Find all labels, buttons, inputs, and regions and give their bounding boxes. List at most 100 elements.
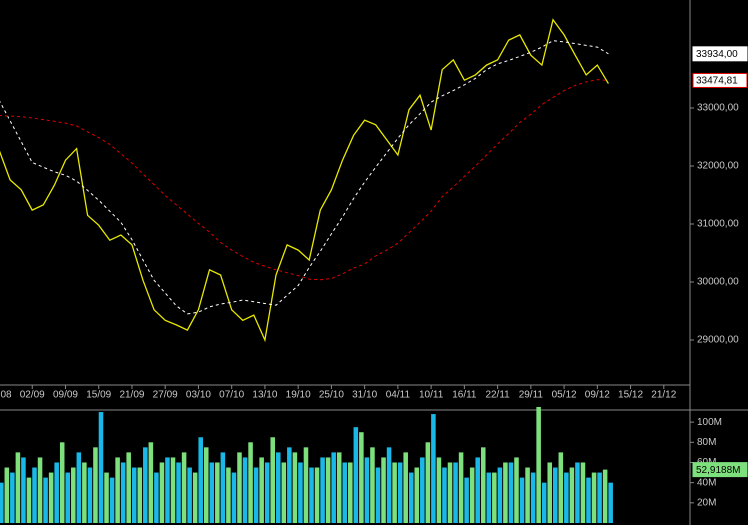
volume-bar — [353, 427, 359, 523]
volume-bar — [492, 472, 497, 523]
volume-bar — [370, 447, 375, 523]
volume-bar — [381, 457, 386, 523]
volume-bar — [281, 462, 287, 523]
volume-bar — [215, 462, 220, 523]
x-tick-label: 07/10 — [219, 390, 244, 401]
price-line — [0, 79, 609, 281]
y-tick-label: 31000,00 — [697, 219, 739, 230]
volume-bar — [575, 462, 580, 523]
volume-bar — [98, 412, 104, 523]
volume-bar — [159, 462, 165, 523]
volume-bar — [287, 447, 292, 523]
volume-bar — [248, 442, 253, 523]
volume-bar — [87, 467, 93, 523]
volume-bar — [15, 452, 21, 523]
volume-bar — [37, 457, 43, 523]
value-label: 33934,00 — [696, 49, 738, 60]
volume-bar — [514, 457, 519, 523]
y-tick-label: 100M — [697, 417, 722, 428]
volume-bar — [26, 477, 32, 523]
y-tick-label: 29000,00 — [697, 335, 739, 346]
volume-bar — [408, 472, 414, 523]
y-tick-label: 80M — [697, 437, 716, 448]
volume-bar — [480, 447, 486, 523]
volume-bar — [586, 477, 591, 523]
volume-bar — [292, 452, 298, 523]
x-tick-label: 16/11 — [452, 390, 477, 401]
volume-bar — [536, 407, 541, 523]
price-line — [0, 18, 609, 343]
volume-bar — [0, 482, 4, 523]
x-tick-label: 15/12 — [618, 390, 643, 401]
volume-bar — [314, 467, 320, 523]
volume-bar — [82, 462, 87, 523]
volume-bar — [414, 467, 420, 523]
volume-bar — [203, 447, 209, 523]
volume-bar — [276, 452, 281, 523]
volume-bar — [109, 477, 115, 523]
volume-bar — [4, 467, 10, 523]
marks — [0, 18, 694, 523]
volume-bar — [442, 467, 447, 523]
y-tick-label: 30000,00 — [697, 277, 739, 288]
volume-bar — [154, 472, 159, 523]
y-tick-label: 33000,00 — [697, 103, 739, 114]
volume-bar — [115, 457, 120, 523]
volume-bar — [43, 477, 48, 523]
volume-bar — [104, 472, 109, 523]
volume-bar — [176, 462, 181, 523]
volume-bar — [10, 472, 15, 523]
volume-bar — [608, 482, 613, 523]
value-label: 52,9188M — [696, 465, 740, 476]
volume-bar — [320, 457, 325, 523]
volume-bar — [348, 462, 353, 523]
volume-bar — [76, 452, 82, 523]
volume-bar — [270, 437, 275, 523]
labels: 08 02/09 09/09 15/09 21/09 27/09 03/10 07/10 13/… — [0, 46, 748, 508]
volume-bar — [259, 457, 264, 523]
x-tick-label: 31/10 — [352, 390, 377, 401]
volume-bar — [54, 462, 59, 523]
y-tick-label: 20M — [697, 497, 716, 508]
volume-bar — [148, 442, 154, 523]
x-tick-label: 04/11 — [386, 390, 411, 401]
volume-bar — [303, 447, 309, 523]
x-tick-label: 05/12 — [552, 390, 577, 401]
volume-bar — [580, 462, 586, 523]
volume-bar — [425, 442, 431, 523]
volume-bar — [464, 477, 469, 523]
x-tick-label: 10/11 — [419, 390, 444, 401]
volume-bar — [93, 447, 98, 523]
x-tick-label: 02/09 — [20, 390, 45, 401]
value-label-box — [692, 46, 748, 62]
volume-bar — [447, 462, 453, 523]
volume-bar — [309, 467, 314, 523]
volume-bar — [420, 457, 425, 523]
volume-bar — [602, 469, 608, 523]
volume-bar — [181, 452, 187, 523]
value-label: 33474,81 — [696, 76, 738, 87]
volume-bar — [403, 452, 408, 523]
volume-bar — [21, 457, 26, 523]
volume-bar — [126, 452, 131, 523]
volume-bar — [558, 452, 564, 523]
volume-bar — [386, 447, 392, 523]
volume-bar — [226, 467, 231, 523]
volume-bar — [48, 472, 54, 523]
volume-bar — [530, 472, 536, 523]
x-tick-label: 09/12 — [585, 390, 610, 401]
volume-bar — [342, 462, 348, 523]
volume-bar — [170, 457, 176, 523]
volume-bar — [143, 447, 148, 523]
volume-bar — [375, 467, 381, 523]
volume-bar — [525, 467, 530, 523]
volume-bar — [392, 462, 397, 523]
volume-bar — [187, 467, 192, 523]
volume-bar — [253, 467, 259, 523]
volume-bar — [220, 452, 226, 523]
x-tick-label: 21/12 — [651, 390, 676, 401]
x-tick-label: 25/10 — [319, 390, 344, 401]
volume-bar — [137, 467, 143, 523]
volume-bar — [591, 472, 597, 523]
